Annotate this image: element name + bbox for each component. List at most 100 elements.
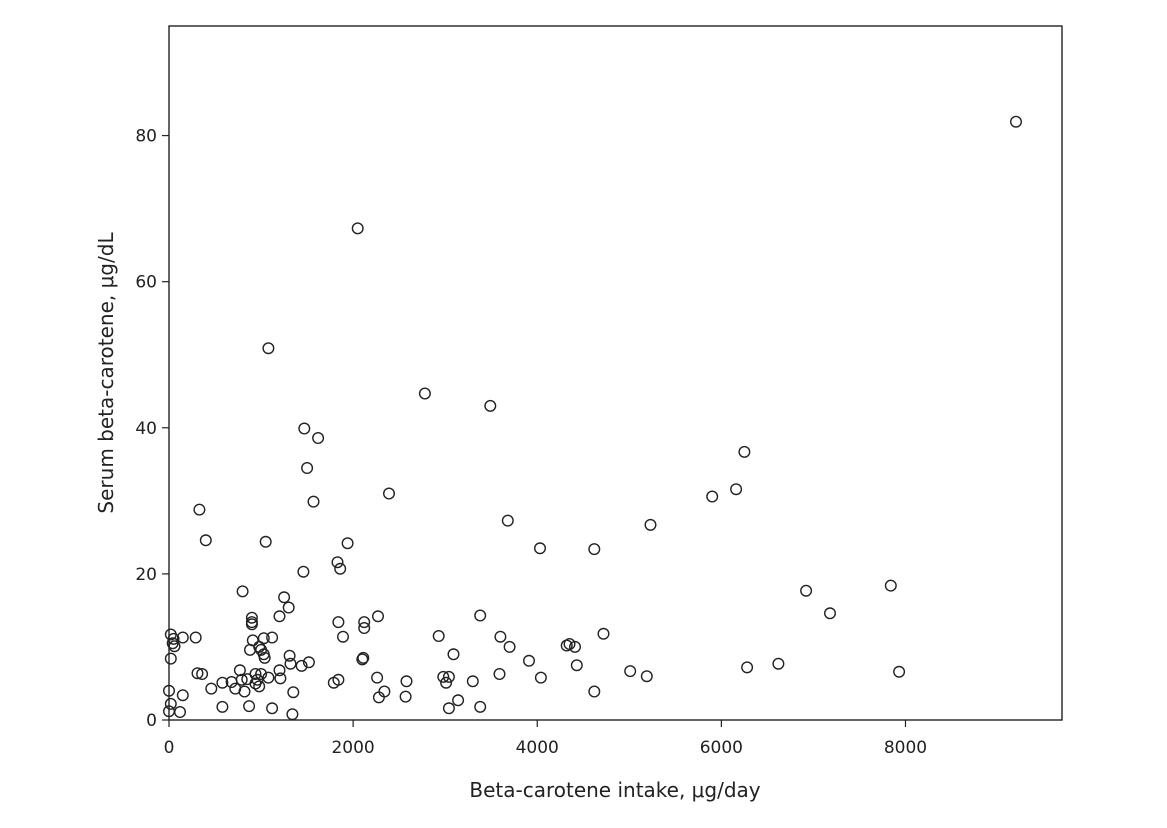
data-point-51: [168, 640, 181, 653]
data-point-77: [191, 667, 204, 680]
data-point-81: [493, 668, 506, 681]
data-point-78: [196, 668, 209, 681]
data-point-108: [176, 689, 189, 702]
data-point-63: [356, 653, 369, 666]
data-point-17: [259, 535, 272, 548]
data-point-102: [205, 682, 218, 695]
data-point-23: [297, 565, 310, 578]
data-point-26: [236, 585, 249, 598]
data-point-5: [298, 422, 311, 435]
data-point-43: [189, 631, 202, 644]
data-point-11: [706, 490, 719, 503]
data-point-19: [534, 542, 547, 555]
data-point-74: [273, 664, 286, 677]
data-point-28: [282, 601, 295, 614]
data-point-10: [730, 483, 743, 496]
data-point-13: [193, 503, 206, 516]
data-point-104: [287, 686, 300, 699]
data-point-84: [437, 670, 450, 683]
data-point-60: [447, 648, 460, 661]
y-axis-label: Serum beta-carotene, μg/dL: [94, 232, 118, 514]
y-tick-label-2: 40: [135, 419, 157, 439]
data-point-37: [358, 616, 371, 629]
data-point-35: [245, 618, 258, 631]
data-point-112: [164, 697, 177, 710]
data-point-27: [278, 591, 291, 604]
x-tick-label-2: 4000: [516, 738, 559, 758]
points-layer: [162, 115, 1023, 721]
data-point-65: [258, 651, 271, 664]
data-point-118: [173, 706, 186, 719]
x-tick-label-4: 8000: [884, 738, 927, 758]
data-point-62: [357, 651, 370, 664]
y-tick-label-3: 60: [135, 273, 157, 293]
data-point-9: [383, 487, 396, 500]
data-point-96: [400, 675, 413, 688]
data-point-31: [372, 610, 385, 623]
data-point-95: [225, 676, 238, 689]
data-point-21: [331, 556, 344, 569]
data-point-25: [800, 584, 813, 597]
data-point-15: [644, 518, 657, 531]
data-point-97: [440, 676, 453, 689]
data-point-54: [569, 640, 582, 653]
data-point-114: [216, 700, 229, 713]
data-point-4: [484, 399, 497, 412]
data-point-71: [772, 657, 785, 670]
y-axis: 0 20 40 60 80: [135, 127, 169, 731]
data-point-20: [588, 543, 601, 556]
data-point-106: [588, 685, 601, 698]
data-point-32: [273, 610, 286, 623]
data-point-86: [534, 671, 547, 684]
data-point-29: [824, 607, 837, 620]
data-point-14: [501, 514, 514, 527]
data-point-70: [570, 659, 583, 672]
data-point-68: [284, 657, 297, 670]
x-tick-label-3: 6000: [700, 738, 743, 758]
data-point-64: [164, 652, 177, 665]
data-point-8: [301, 462, 314, 475]
data-point-39: [597, 627, 610, 640]
data-point-46: [167, 632, 180, 645]
data-point-87: [371, 671, 384, 684]
data-point-61: [283, 649, 296, 662]
data-point-47: [337, 630, 350, 643]
data-point-3: [418, 387, 431, 400]
data-point-36: [332, 616, 345, 629]
data-point-94: [216, 676, 229, 689]
x-axis-label: Beta-carotene intake, μg/day: [469, 778, 760, 802]
plot-frame: [168, 25, 1063, 721]
data-point-69: [295, 659, 308, 672]
data-point-107: [162, 684, 175, 697]
data-point-83: [262, 671, 275, 684]
data-point-98: [466, 675, 479, 688]
data-point-99: [249, 677, 262, 690]
data-point-40: [432, 630, 445, 643]
data-point-6: [312, 432, 325, 445]
data-point-53: [563, 638, 576, 651]
data-point-12: [307, 495, 320, 508]
y-tick-label-0: 0: [146, 711, 157, 731]
data-point-85: [442, 670, 455, 683]
data-point-2: [262, 342, 275, 355]
data-point-82: [640, 670, 653, 683]
data-point-120: [286, 708, 299, 721]
data-point-109: [372, 691, 385, 704]
data-point-119: [162, 705, 175, 718]
data-point-50: [166, 637, 179, 650]
data-point-100: [253, 680, 266, 693]
data-point-55: [503, 640, 516, 653]
data-point-113: [243, 700, 256, 713]
data-point-80: [255, 668, 268, 681]
data-point-24: [884, 579, 897, 592]
data-point-0: [1010, 115, 1023, 128]
data-point-18: [341, 537, 354, 550]
data-point-58: [243, 643, 256, 656]
data-point-1: [351, 222, 364, 235]
data-point-42: [266, 631, 279, 644]
data-point-93: [327, 676, 340, 689]
data-point-38: [358, 622, 371, 635]
data-point-33: [245, 611, 258, 624]
data-point-110: [399, 690, 412, 703]
